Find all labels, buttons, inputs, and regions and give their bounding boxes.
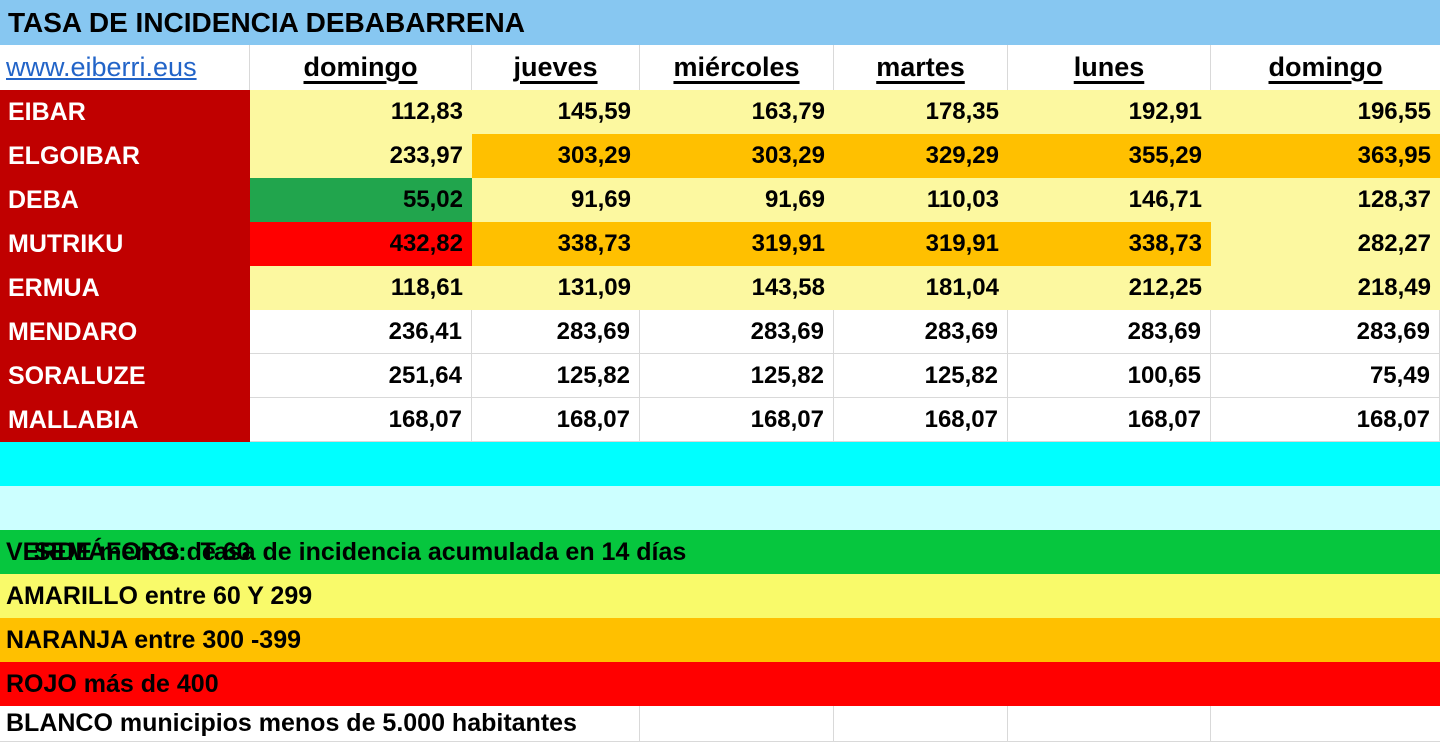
website-link[interactable]: www.eiberri.eus — [0, 45, 250, 90]
municipality-cell: MUTRIKU — [0, 222, 250, 266]
value-cell: 168,07 — [834, 398, 1008, 442]
column-header-5: domingo — [1268, 52, 1383, 82]
empty-cell — [1008, 706, 1211, 742]
value-cell: 283,69 — [1008, 310, 1211, 354]
table-row: MALLABIA 168,07 168,07 168,07 168,07 168,07 16… — [0, 398, 1440, 442]
value-cell: 125,82 — [472, 354, 640, 398]
value-cell: 432,82 — [250, 222, 472, 266]
value-cell: 163,79 — [640, 90, 834, 134]
legend-item: VERDE menos de 60 — [0, 530, 1440, 574]
value-cell: 283,69 — [640, 310, 834, 354]
value-cell: 233,97 — [250, 134, 472, 178]
value-cell: 145,59 — [472, 90, 640, 134]
header-row: www.eiberri.eus domingo jueves miércoles ma… — [0, 45, 1440, 90]
value-cell: 168,07 — [640, 398, 834, 442]
value-cell: 355,29 — [1008, 134, 1211, 178]
legend-item-blanco-label: BLANCO municipios menos de 5.000 habitan… — [0, 706, 640, 742]
value-cell: 218,49 — [1211, 266, 1440, 310]
empty-cell — [1211, 706, 1440, 742]
empty-cell — [834, 706, 1008, 742]
table-row: ERMUA 118,61 131,09 143,58 181,04 212,25 218,4… — [0, 266, 1440, 310]
value-cell: 303,29 — [640, 134, 834, 178]
title-bar: TASA DE INCIDENCIA DEBABARRENA — [0, 0, 1440, 45]
value-cell: 112,83 — [250, 90, 472, 134]
legend-item: NARANJA entre 300 -399 — [0, 618, 1440, 662]
value-cell: 251,64 — [250, 354, 472, 398]
page-title: TASA DE INCIDENCIA DEBABARRENA — [8, 7, 525, 38]
value-cell: 131,09 — [472, 266, 640, 310]
value-cell: 181,04 — [834, 266, 1008, 310]
value-cell: 75,49 — [1211, 354, 1440, 398]
municipality-cell: SORALUZE — [0, 354, 250, 398]
legend-item-blanco-row: BLANCO municipios menos de 5.000 habitan… — [0, 706, 1440, 742]
value-cell: 236,41 — [250, 310, 472, 354]
table-row: MUTRIKU 432,82 338,73 319,91 319,91 338,73 282… — [0, 222, 1440, 266]
table-row: ELGOIBAR 233,97 303,29 303,29 329,29 355,29 36… — [0, 134, 1440, 178]
legend-item: ROJO más de 400 — [0, 662, 1440, 706]
value-cell: 168,07 — [1211, 398, 1440, 442]
column-header-0: domingo — [250, 45, 472, 90]
value-cell: 319,91 — [640, 222, 834, 266]
value-cell: 196,55 — [1211, 90, 1440, 134]
value-cell: 143,58 — [640, 266, 834, 310]
value-cell: 125,82 — [640, 354, 834, 398]
column-header-2: miércoles — [640, 45, 834, 90]
empty-cell — [640, 706, 834, 742]
table-row: SORALUZE 251,64 125,82 125,82 125,82 100,65 75… — [0, 354, 1440, 398]
municipality-cell: EIBAR — [0, 90, 250, 134]
value-cell: 178,35 — [834, 90, 1008, 134]
value-cell: 168,07 — [1008, 398, 1211, 442]
municipality-cell: ELGOIBAR — [0, 134, 250, 178]
value-cell: 118,61 — [250, 266, 472, 310]
value-cell: 283,69 — [1211, 310, 1440, 354]
value-cell: 338,73 — [472, 222, 640, 266]
value-cell: 125,82 — [834, 354, 1008, 398]
value-cell: 146,71 — [1008, 178, 1211, 222]
value-cell: 283,69 — [472, 310, 640, 354]
value-cell: 110,03 — [834, 178, 1008, 222]
value-cell: 319,91 — [834, 222, 1008, 266]
value-cell: 303,29 — [472, 134, 640, 178]
table-row: MENDARO 236,41 283,69 283,69 283,69 283,69 283… — [0, 310, 1440, 354]
table-row: EIBAR 112,83 145,59 163,79 178,35 192,91 196,5… — [0, 90, 1440, 134]
value-cell: 363,95 — [1211, 134, 1440, 178]
column-header-4: lunes — [1008, 45, 1211, 90]
value-cell: 212,25 — [1008, 266, 1211, 310]
value-cell: 283,69 — [834, 310, 1008, 354]
value-cell: 192,91 — [1008, 90, 1211, 134]
legend-rows: VERDE menos de 60 AMARILLO entre 60 Y 299… — [0, 530, 1440, 706]
column-header-3: martes — [834, 45, 1008, 90]
municipality-cell: MALLABIA — [0, 398, 250, 442]
municipality-cell: DEBA — [0, 178, 250, 222]
value-cell: 100,65 — [1008, 354, 1211, 398]
municipality-cell: MENDARO — [0, 310, 250, 354]
value-cell: 55,02 — [250, 178, 472, 222]
legend-heading-row: SEMÁFORO: Tasa de incidencia acumulada e… — [0, 486, 1440, 566]
table-body: EIBAR 112,83 145,59 163,79 178,35 192,91 196,5… — [0, 90, 1440, 442]
value-cell: 338,73 — [1008, 222, 1211, 266]
value-cell: 168,07 — [472, 398, 640, 442]
divider-band — [0, 442, 1440, 486]
value-cell: 91,69 — [640, 178, 834, 222]
legend-item: AMARILLO entre 60 Y 299 — [0, 574, 1440, 618]
value-cell: 168,07 — [250, 398, 472, 442]
table-row: DEBA 55,02 91,69 91,69 110,03 146,71 128,37 — [0, 178, 1440, 222]
municipality-cell: ERMUA — [0, 266, 250, 310]
bottom-filler — [0, 742, 1440, 745]
column-header-1: jueves — [472, 45, 640, 90]
value-cell: 91,69 — [472, 178, 640, 222]
value-cell: 329,29 — [834, 134, 1008, 178]
value-cell: 128,37 — [1211, 178, 1440, 222]
value-cell: 282,27 — [1211, 222, 1440, 266]
